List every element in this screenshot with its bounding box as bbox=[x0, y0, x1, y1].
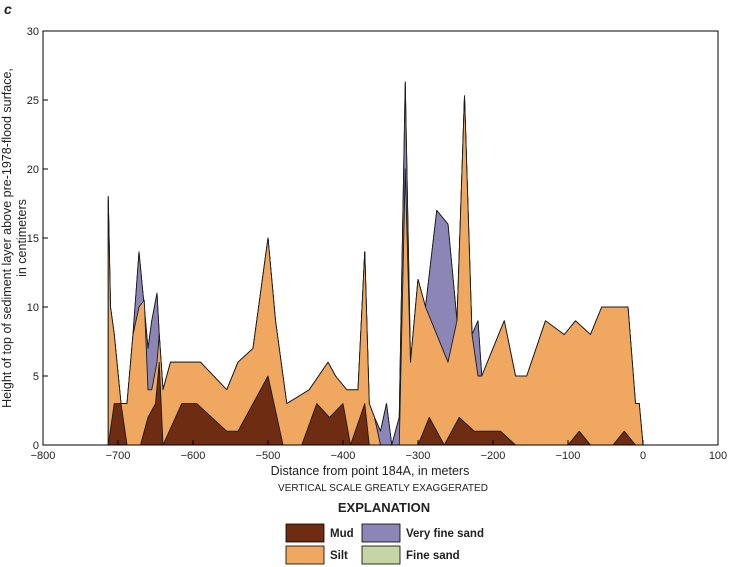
legend-label-fine-sand: Fine sand bbox=[406, 550, 460, 562]
y-tick-label: 0 bbox=[33, 440, 39, 452]
x-tick-label: −100 bbox=[556, 450, 581, 462]
y-axis-title-line-1: Height of top of sediment layer above pr… bbox=[0, 68, 14, 408]
x-tick-label: 0 bbox=[640, 450, 646, 462]
y-axis-title-line-2: in centimeters bbox=[15, 199, 29, 277]
x-tick-label: −800 bbox=[31, 450, 56, 462]
x-tick-label: −500 bbox=[256, 450, 281, 462]
legend-swatch-fine-sand bbox=[361, 545, 401, 565]
legend-label-silt: Silt bbox=[330, 550, 348, 562]
legend-label-mud: Mud bbox=[330, 528, 354, 540]
series-layer bbox=[107, 81, 644, 446]
x-tick-label: −300 bbox=[406, 450, 431, 462]
legend-swatch-mud bbox=[285, 523, 325, 543]
legend-swatch-very-fine-sand bbox=[361, 523, 401, 543]
x-tick-label: −600 bbox=[181, 450, 206, 462]
series-area-silt bbox=[107, 95, 644, 446]
vertical-scale-note: VERTICAL SCALE GREATLY EXAGGERATED bbox=[278, 483, 488, 494]
y-tick-label: 15 bbox=[27, 233, 39, 245]
y-tick-label: 25 bbox=[27, 95, 39, 107]
x-tick-label: −400 bbox=[331, 450, 356, 462]
y-tick-label: 5 bbox=[33, 371, 39, 383]
ticks-layer: −800 −700 −600 −500 −400 −300 −200 −100 0 100 0 5 10… bbox=[27, 26, 727, 462]
y-tick-label: 20 bbox=[27, 164, 39, 176]
panel-letter: c bbox=[4, 1, 12, 17]
y-axis-title: Height of top of sediment layer above pr… bbox=[0, 68, 29, 408]
legend-swatch-silt bbox=[285, 545, 325, 565]
x-axis-title: Distance from point 184A, in meters bbox=[271, 464, 470, 478]
legend-label-very-fine-sand: Very fine sand bbox=[406, 528, 484, 540]
y-tick-label: 30 bbox=[27, 26, 39, 38]
x-tick-label: 100 bbox=[709, 450, 727, 462]
x-tick-label: −200 bbox=[481, 450, 506, 462]
legend: EXPLANATION Mud Silt Very fine sand Fine… bbox=[285, 500, 484, 565]
x-tick-label: −700 bbox=[106, 450, 131, 462]
legend-title: EXPLANATION bbox=[338, 500, 430, 515]
y-tick-label: 10 bbox=[27, 302, 39, 314]
